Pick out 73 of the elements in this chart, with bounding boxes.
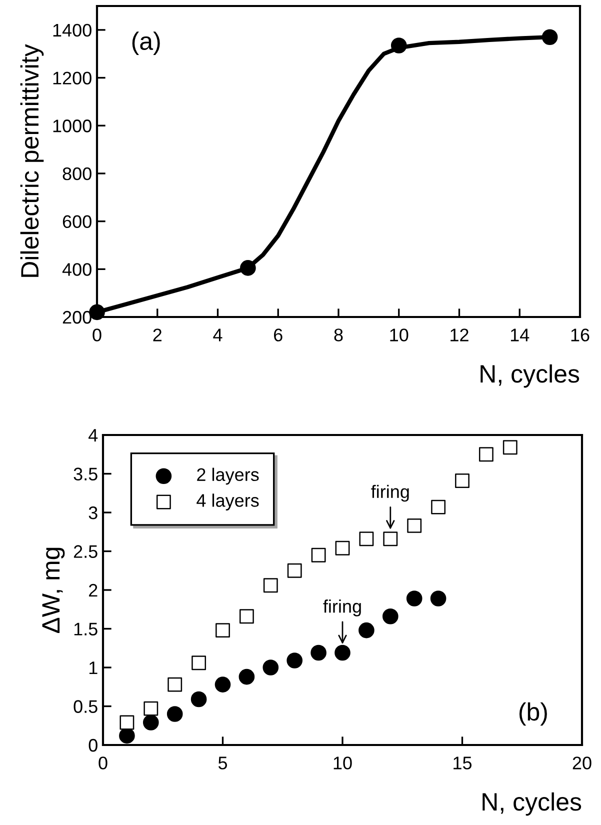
point: [502, 440, 518, 455]
y-tick-label: 3: [88, 506, 98, 520]
annotation: firing: [371, 484, 409, 502]
x-tick-label: 2: [153, 328, 162, 342]
x-tick-label: 10: [334, 756, 352, 770]
point: [311, 548, 326, 562]
point: [287, 563, 302, 578]
point: [142, 714, 159, 730]
y-tick-label: 400: [62, 263, 92, 276]
x-axis-title: N, cycles: [482, 792, 582, 816]
x-axis-title: N, cycles: [480, 364, 580, 388]
point: [262, 660, 279, 676]
point: [407, 518, 422, 533]
point: [430, 590, 446, 606]
point: [286, 652, 303, 668]
point: [382, 608, 398, 624]
point: [214, 676, 231, 692]
point: [119, 728, 135, 744]
annotation: (b): [519, 702, 547, 726]
point: [239, 609, 254, 624]
y-tick-label: 600: [62, 215, 92, 228]
annotation: firing: [323, 600, 361, 616]
point: [144, 701, 158, 716]
point: [383, 532, 398, 546]
x-tick-label: 6: [274, 328, 282, 342]
point: [216, 623, 230, 638]
point: [455, 474, 470, 488]
y-axis-title: Dilelectric permittivity: [20, 44, 44, 277]
y-tick-label: 1000: [53, 120, 92, 132]
y-tick-label: 4: [88, 429, 98, 442]
point: [120, 715, 134, 730]
y-axis-title: ΔW, mg: [42, 548, 65, 634]
x-tick-label: 5: [218, 756, 228, 770]
annotation: (a): [132, 32, 160, 55]
y-tick-label: 1200: [53, 72, 92, 84]
point: [431, 500, 446, 514]
x-tick-label: 12: [450, 328, 468, 342]
legend-label: 4 layers: [196, 494, 259, 510]
x-tick-label: 4: [213, 328, 222, 342]
x-tick-label: 14: [510, 328, 530, 342]
y-tick-label: 2: [89, 584, 98, 597]
x-tick-label: 15: [454, 756, 472, 770]
y-tick-label: 1.5: [74, 622, 98, 636]
point: [263, 578, 278, 593]
point: [390, 38, 407, 54]
x-tick-label: 0: [98, 756, 108, 770]
point: [542, 29, 558, 46]
point: [240, 260, 256, 276]
x-tick-label: 8: [334, 328, 343, 342]
point: [478, 447, 494, 462]
point: [192, 656, 206, 670]
y-tick-label: 1: [89, 662, 98, 674]
point: [359, 532, 374, 546]
y-tick-label: 3.5: [74, 468, 98, 480]
point: [166, 706, 183, 722]
y-tick-label: 800: [62, 167, 92, 180]
point: [190, 691, 207, 708]
point: [406, 590, 422, 606]
y-tick-label: 1400: [53, 24, 92, 37]
point: [358, 622, 374, 638]
y-tick-label: 0.5: [74, 700, 98, 713]
x-tick-label: 16: [571, 328, 590, 342]
y-tick-label: 200: [62, 310, 92, 324]
legend-label: 2 layers: [197, 468, 259, 485]
y-tick-label: 0: [88, 738, 98, 752]
x-tick-label: 10: [390, 328, 408, 342]
x-tick-label: 20: [572, 756, 592, 770]
point: [310, 644, 326, 661]
point: [334, 644, 350, 661]
point: [168, 677, 182, 692]
point: [335, 540, 350, 556]
point: [238, 668, 255, 685]
y-tick-label: 2.5: [74, 545, 98, 558]
